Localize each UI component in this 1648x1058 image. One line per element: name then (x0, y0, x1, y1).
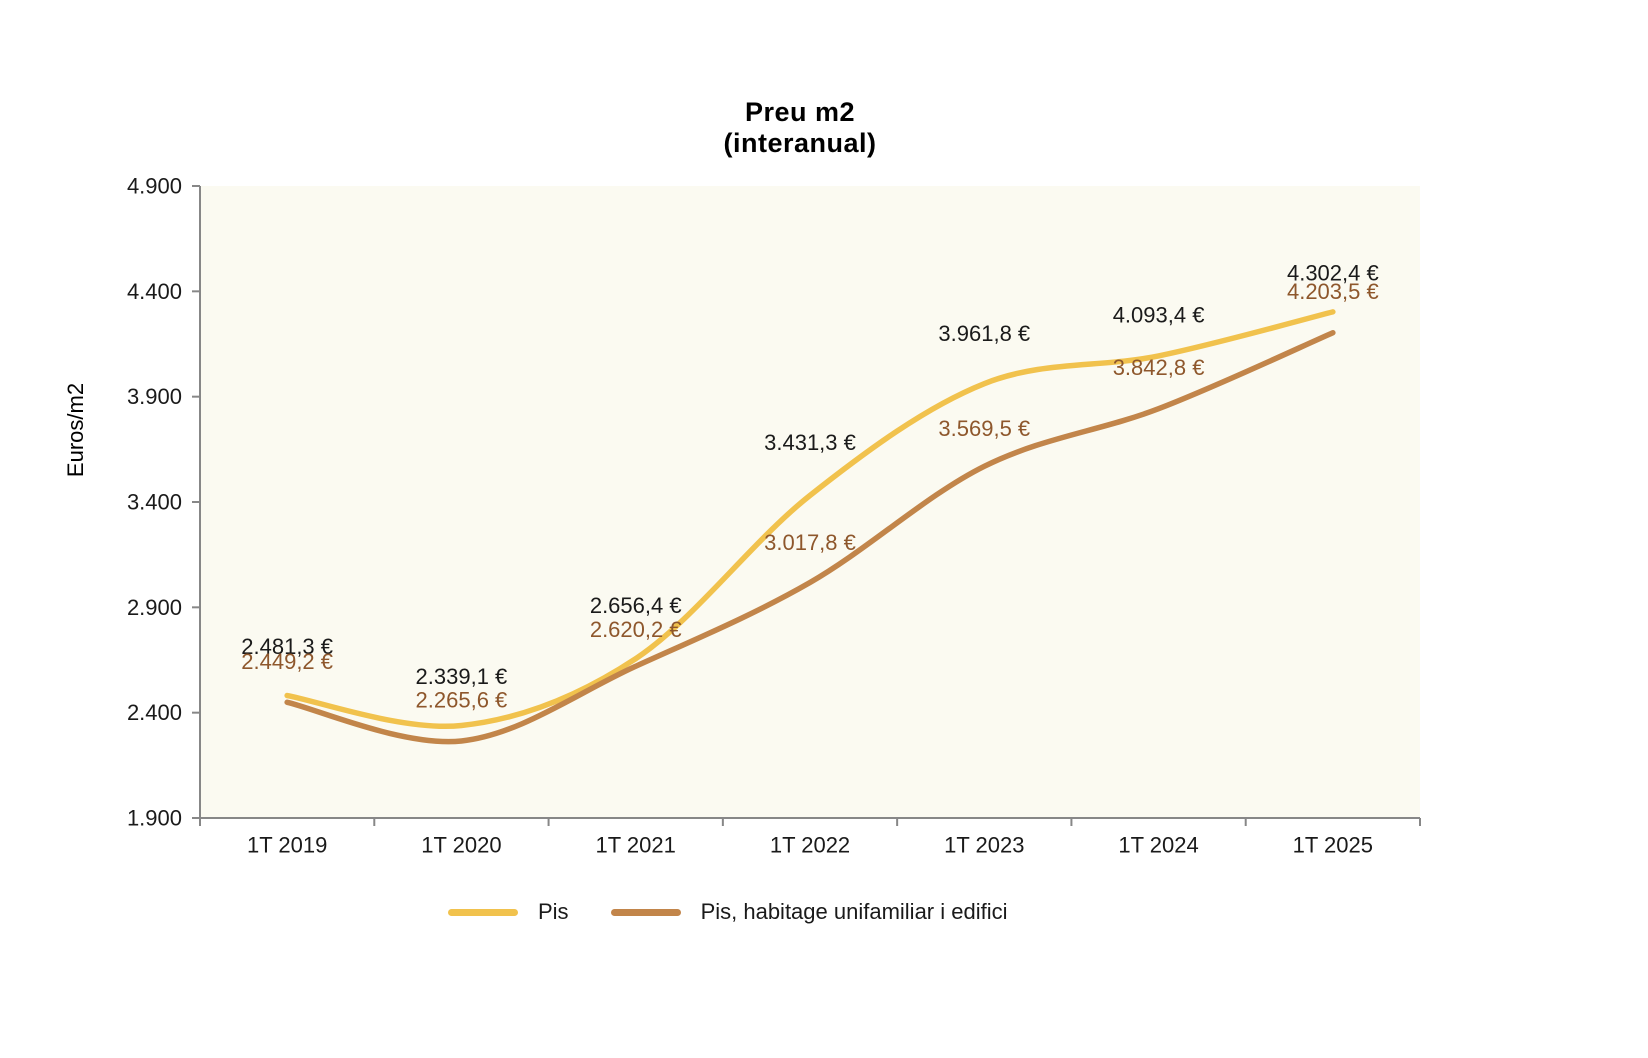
y-tick-label: 1.900 (127, 806, 182, 831)
y-tick-label: 2.900 (127, 595, 182, 620)
series-line-pis (284, 309, 1336, 730)
y-tick-label: 2.400 (127, 700, 182, 725)
data-label-habitage: 3.569,5 € (938, 416, 1030, 441)
x-tick-label: 1T 2023 (944, 833, 1024, 858)
legend-swatch-pis (448, 908, 518, 916)
y-tick-label: 3.400 (127, 490, 182, 515)
data-label-pis: 4.302,4 € (1287, 260, 1379, 285)
chart-title-line1: Preu m2 (744, 97, 856, 127)
plot-area (200, 186, 1420, 818)
chart-title: Preu m2 (interanual) (0, 97, 1600, 159)
data-label-pis: 2.339,1 € (416, 664, 508, 689)
data-label-pis: 3.431,3 € (764, 430, 856, 455)
data-label-habitage: 2.265,6 € (416, 687, 508, 712)
data-label-pis: 4.093,4 € (1113, 302, 1205, 327)
legend-label-pis: Pis (538, 899, 569, 924)
data-label-pis: 2.481,3 € (241, 634, 333, 659)
y-tick-label: 4.400 (127, 279, 182, 304)
data-label-habitage: 3.017,8 € (764, 530, 856, 555)
x-tick-label: 1T 2020 (421, 833, 501, 858)
x-tick-label: 1T 2021 (596, 833, 676, 858)
legend-label-habitage: Pis, habitage unifamiliar i edifici (700, 899, 1008, 924)
data-label-habitage: 2.620,2 € (590, 617, 682, 642)
legend-swatch-habitage (610, 908, 681, 916)
data-label-habitage: 3.842,8 € (1113, 355, 1205, 380)
x-tick-label: 1T 2024 (1118, 833, 1198, 858)
data-label-pis: 3.961,8 € (938, 321, 1030, 346)
y-tick-label: 3.900 (127, 384, 182, 409)
x-tick-label: 1T 2025 (1293, 833, 1373, 858)
legend-item-habitage: Pis, habitage unifamiliar i edifici (610, 899, 1008, 925)
legend-item-pis: Pis (448, 899, 569, 925)
data-label-habitage: 2.449,2 € (241, 649, 333, 674)
data-label-habitage: 4.203,5 € (1287, 279, 1379, 304)
y-tick-label: 4.900 (127, 174, 182, 199)
chart-title-line2: (interanual) (723, 128, 877, 158)
x-tick-label: 1T 2019 (247, 833, 327, 858)
chart-legend: Pis Pis, habitage unifamiliar i edifici (448, 899, 1008, 925)
data-label-pis: 2.656,4 € (590, 593, 682, 618)
x-tick-label: 1T 2022 (770, 833, 850, 858)
series-line-habitage (284, 329, 1336, 745)
